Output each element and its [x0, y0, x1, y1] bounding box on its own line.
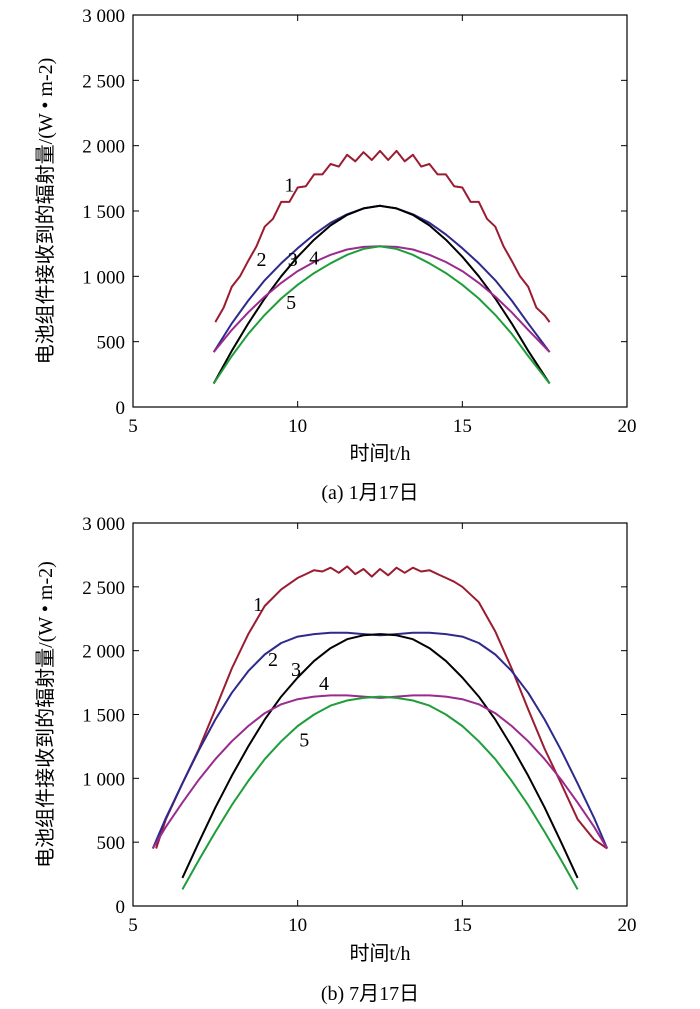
curve-number-label: 2	[256, 249, 266, 271]
chart-panel-a: 5 10 15 20 0 500 1 000 1 500 2 000 2 500 3 000 1 2 3 4…	[34, 6, 637, 504]
y-tick-label: 3 000	[82, 6, 125, 27]
x-axis-label: 时间t/h	[349, 442, 410, 465]
series-line-5	[181, 695, 579, 890]
figure-caption: (b) 7月17日	[321, 983, 419, 1005]
y-tick-label: 1 500	[82, 202, 125, 223]
plot-frame	[132, 522, 628, 907]
y-tick-label: 1 000	[82, 267, 125, 288]
y-tick-label: 2 500	[82, 71, 125, 92]
figure-caption: (a) 1月17日	[321, 482, 418, 504]
curve-number-label: 1	[284, 174, 294, 196]
curve-number-label: 4	[319, 673, 329, 695]
x-tick-label: 5	[128, 416, 138, 437]
curve-number-label: 3	[288, 249, 298, 271]
x-tick-label: 10	[288, 416, 307, 437]
curve-number-label: 1	[253, 594, 263, 616]
plot-frame	[132, 14, 628, 408]
y-tick-label: 0	[116, 897, 126, 918]
series-line-1	[155, 565, 608, 850]
x-tick-label: 5	[128, 915, 138, 936]
x-tick-label: 10	[288, 915, 307, 936]
y-tick-label: 1 500	[82, 706, 125, 727]
curve-number-label: 2	[268, 649, 278, 671]
curve-number-label: 3	[291, 659, 301, 681]
y-tick-label: 500	[97, 333, 126, 354]
chart-panel-b: 5 10 15 20 0 500 1 000 1 500 2 000 2 500 3 000 1 2 34…	[34, 514, 637, 1005]
y-tick-label: 1 000	[82, 769, 125, 790]
series-line-5	[212, 245, 551, 385]
series-line-1	[214, 149, 551, 323]
curve-number-label: 5	[299, 729, 309, 751]
series-line-4	[151, 694, 609, 850]
x-tick-label: 20	[618, 416, 637, 437]
y-tick-label: 3 000	[82, 514, 125, 535]
x-tick-label: 15	[453, 416, 472, 437]
y-axis-label: 电池组件接收到的辐射量/(W • m-2)	[34, 561, 57, 868]
y-tick-label: 2 000	[82, 642, 125, 663]
y-axis-label: 电池组件接收到的辐射量/(W • m-2)	[34, 58, 57, 365]
y-tick-label: 0	[116, 398, 126, 419]
x-axis-label: 时间t/h	[349, 942, 410, 965]
y-tick-label: 2 500	[82, 578, 125, 599]
y-tick-label: 500	[97, 833, 126, 854]
series-line-3	[181, 633, 579, 879]
y-tick-label: 2 000	[82, 137, 125, 158]
series-line-3	[212, 204, 551, 385]
curve-number-label: 4	[309, 248, 319, 270]
curve-number-label: 5	[286, 292, 296, 314]
series-line-2	[151, 631, 609, 849]
x-tick-label: 15	[453, 915, 472, 936]
x-tick-label: 20	[618, 915, 637, 936]
